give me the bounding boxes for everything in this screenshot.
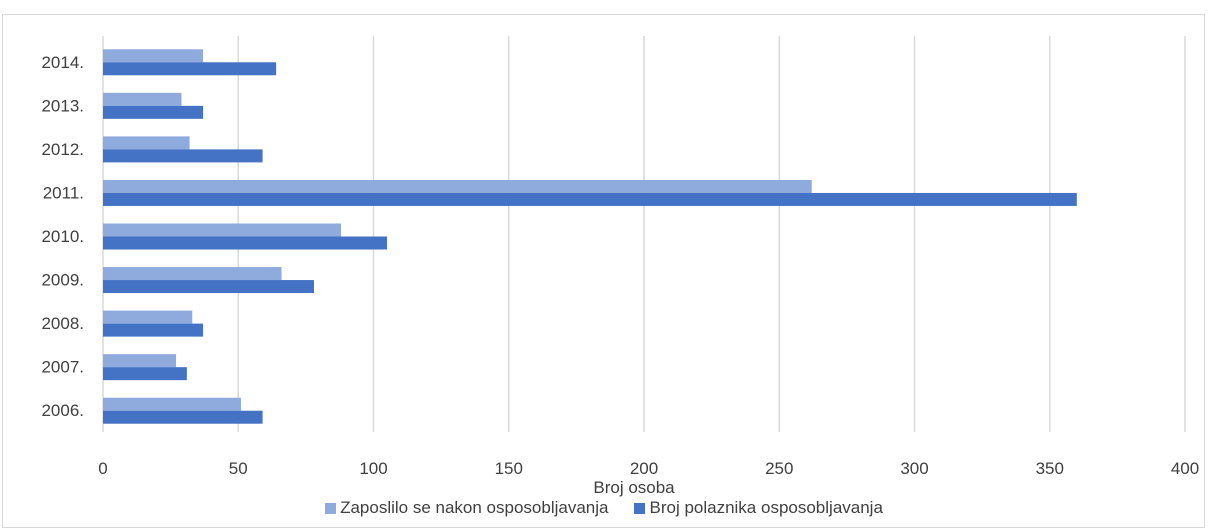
legend: Zaposlilo se nakon osposobljavanja Broj p… [0, 498, 1208, 518]
y-tick-label: 2014. [41, 53, 84, 72]
bar [103, 223, 342, 237]
bar [103, 179, 812, 193]
x-tick-label: 350 [1036, 459, 1064, 478]
y-tick-label: 2013. [41, 96, 84, 115]
x-tick-label: 400 [1171, 459, 1199, 478]
legend-swatch [634, 502, 646, 514]
bar [103, 310, 193, 324]
y-axis-labels: 2006. 2007. 2008. 2009. 2010. 2011. 2012. 2013.… [41, 53, 84, 420]
x-axis-labels: 0 50 100 150 200 250 300 350 400 [98, 459, 1199, 478]
bar [103, 410, 263, 424]
bar [103, 280, 314, 294]
y-tick-label: 2011. [43, 183, 84, 202]
bar [103, 62, 277, 76]
bar [103, 397, 241, 411]
x-axis-title: Broj osoba [593, 478, 675, 497]
y-tick-label: 2007. [41, 358, 84, 377]
legend-label: Broj polaznika osposobljavanja [649, 498, 883, 517]
legend-label: Zaposlilo se nakon osposobljavanja [340, 498, 609, 517]
y-tick-label: 2009. [41, 271, 84, 290]
x-tick-label: 250 [765, 459, 793, 478]
bar [103, 323, 204, 337]
bar [103, 105, 204, 119]
bar [103, 92, 182, 106]
y-tick-label: 2008. [41, 314, 84, 333]
legend-item: Zaposlilo se nakon osposobljavanja [325, 498, 608, 518]
legend-swatch [325, 502, 337, 514]
bar [103, 267, 282, 281]
x-tick-label: 0 [98, 459, 107, 478]
y-tick-label: 2012. [41, 140, 84, 159]
x-tick-label: 200 [630, 459, 658, 478]
x-tick-label: 50 [229, 459, 248, 478]
bar [103, 367, 187, 381]
x-tick-label: 150 [495, 459, 523, 478]
bars [103, 49, 1077, 424]
bar [103, 236, 388, 250]
x-tick-label: 100 [359, 459, 387, 478]
legend-item: Broj polaznika osposobljavanja [634, 498, 883, 518]
bar [103, 149, 263, 163]
bar [103, 49, 204, 63]
y-tick-label: 2006. [41, 401, 84, 420]
bar [103, 354, 177, 368]
x-tick-label: 300 [900, 459, 928, 478]
bar [103, 136, 190, 150]
chart-frame [2, 14, 1205, 528]
y-tick-label: 2010. [41, 227, 84, 246]
bar [103, 192, 1077, 206]
